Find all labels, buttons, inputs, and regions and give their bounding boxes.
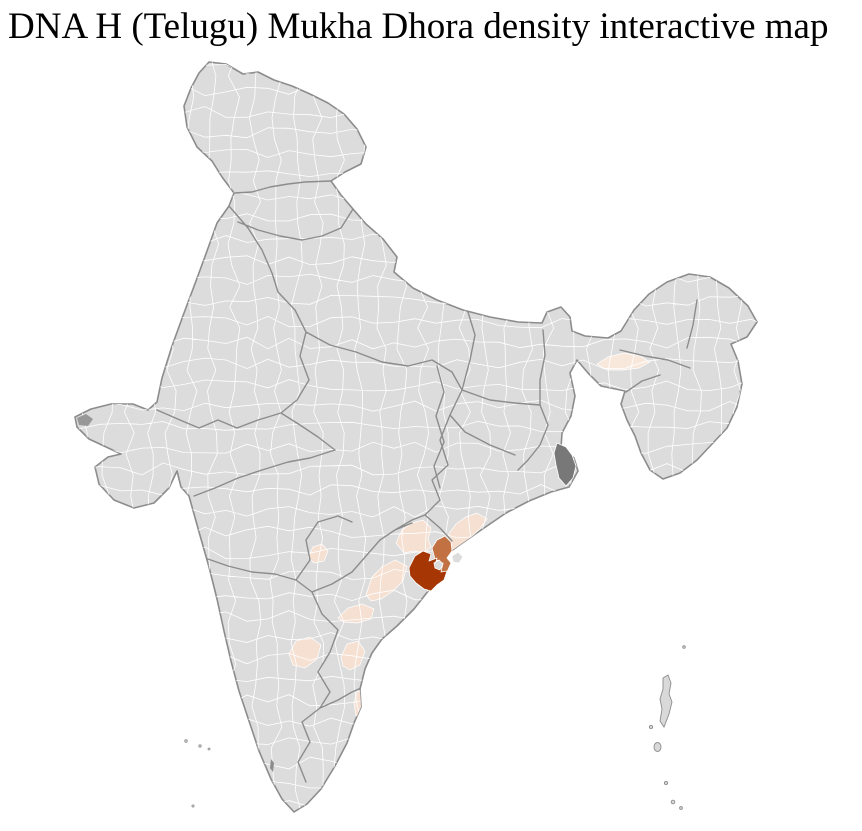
high-density-districts [77, 414, 577, 772]
district-enclave-gray-2[interactable] [451, 551, 464, 564]
district-dark-gray-delta[interactable] [553, 442, 577, 487]
state-boundaries [156, 180, 698, 783]
district-darkest[interactable] [408, 550, 448, 592]
andaman-nicobar-islands [648, 645, 686, 810]
district-light-coastal-south[interactable] [337, 603, 375, 624]
district-light-upland-north[interactable] [395, 519, 432, 554]
lakshadweep-islands [184, 739, 211, 808]
india-landmass[interactable] [74, 61, 758, 813]
page-title: DNA H (Telugu) Mukha Dhora density inter… [8, 6, 829, 47]
district-light-interior-southwest[interactable] [288, 636, 322, 669]
district-light-interior-south[interactable] [340, 640, 366, 671]
district-light-southwest[interactable] [365, 559, 408, 602]
terrain-dark-patch-west [77, 414, 93, 426]
district-light-inland-isolated[interactable] [307, 543, 329, 564]
low-density-districts [288, 352, 651, 717]
district-enclave-gray-1[interactable] [433, 559, 444, 571]
coastal-dark-sliver-southwest [270, 759, 274, 772]
